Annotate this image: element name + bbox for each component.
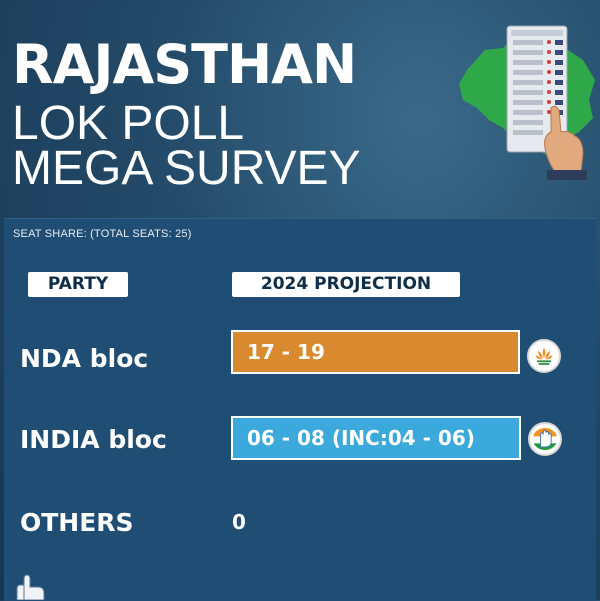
title-line-1: RAJASTHAN (12, 33, 357, 96)
projection-column-header: 2024 PROJECTION (232, 272, 460, 297)
projection-bar-india: 06 - 08 (INC:04 - 06) (231, 416, 521, 460)
party-label-nda: NDA bloc (20, 344, 149, 373)
bjp-lotus-icon (527, 339, 561, 373)
rajasthan-map-evm-icon (459, 25, 595, 180)
projection-value-others: 0 (232, 510, 246, 534)
seat-share-subtitle: SEAT SHARE: (TOTAL SEATS: 25) (13, 228, 192, 240)
title-line-3: MEGA SURVEY (12, 142, 361, 195)
congress-hand-icon (528, 422, 562, 456)
pointing-hand-icon (16, 574, 45, 600)
party-label-others: OTHERS (20, 508, 134, 537)
party-label-india: INDIA bloc (20, 425, 167, 454)
party-column-header: PARTY (28, 272, 128, 297)
header: RAJASTHAN LOK POLL MEGA SURVEY (0, 0, 600, 215)
projection-bar-nda: 17 - 19 (231, 330, 520, 374)
title-line-2: LOK POLL (12, 97, 245, 150)
